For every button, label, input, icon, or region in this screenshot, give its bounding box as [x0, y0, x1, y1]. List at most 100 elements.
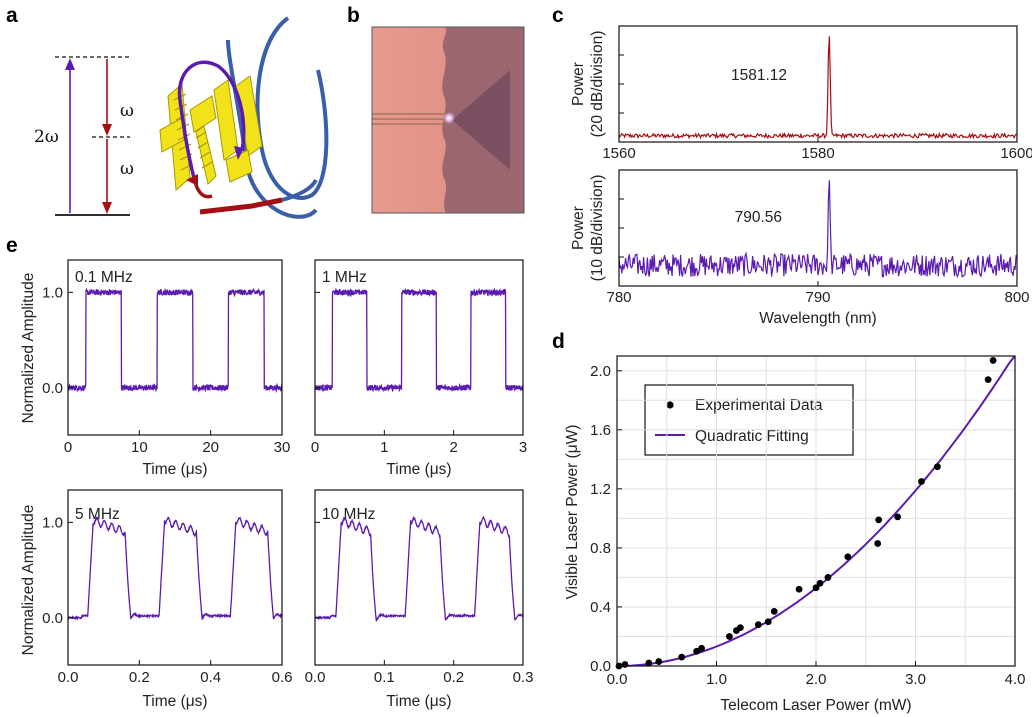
e4-xlabel: Time (μs): [386, 693, 451, 710]
panel-label-c: c: [552, 4, 564, 27]
e4-xtick-label: 0.1: [374, 669, 395, 686]
d-data-point: [989, 357, 997, 364]
d-data-point: [655, 658, 663, 665]
waveguide-blue-outer: [255, 16, 329, 200]
e4-frame: [314, 489, 524, 666]
d-data-point: [875, 516, 883, 524]
e3-trace: [67, 516, 283, 621]
emission-arrowhead-upper: [102, 124, 112, 136]
e3-ytick-label: 0.0: [42, 610, 63, 627]
d-legend-marker: [666, 401, 674, 409]
chip-shadow-triangle: [452, 70, 510, 170]
modulation-0p1mhz: 0.1 MHz Time (μs) Normalized Amplitude 0…: [20, 259, 290, 478]
c-bottom-ylabel-line2: (10 dB/division): [589, 175, 606, 282]
e2-frame: [314, 259, 524, 436]
d-data-point: [812, 584, 820, 592]
panel-label-a: a: [6, 4, 18, 27]
d-xlabel: Telecom Laser Power (mW): [720, 697, 911, 714]
d-data-point: [726, 633, 733, 640]
power-scaling-plot: Telecom Laser Power (mW) Visible Laser P…: [564, 355, 1026, 714]
emission-arrowhead-lower: [102, 202, 112, 214]
d-xtick-label: 1.0: [706, 671, 727, 688]
d-data-point: [918, 478, 925, 485]
spectrum-telecom: Power (20 dB/division) 1581.12 1560 1580 1…: [570, 25, 1032, 162]
c_top-frame: [618, 25, 1018, 143]
e2-xtick-label: 0: [311, 439, 319, 456]
e4-xtick-label: 0.0: [305, 669, 326, 686]
c_bottom-xtick-label: 780: [606, 289, 631, 306]
label-omega-upper: ω: [120, 101, 134, 121]
d-ytick-label: 1.6: [590, 422, 611, 439]
d-data-point: [984, 376, 992, 384]
e1-frame: [67, 259, 283, 436]
e3-xtick-label: 0.0: [58, 669, 79, 686]
laser-spot-icon: [443, 112, 455, 124]
label-2omega: 2ω: [34, 127, 59, 147]
electrode-right: [213, 75, 263, 183]
d-ytick-label: 0.8: [590, 540, 611, 557]
e3-freq-label: 5 MHz: [75, 506, 120, 523]
ring-arrow-left: [186, 174, 198, 186]
modulation-5mhz: 5 MHz Time (μs) Normalized Amplitude 0.0…: [20, 489, 293, 710]
e3-xtick-label: 0.2: [129, 669, 150, 686]
e3-xtick-label: 0.4: [200, 669, 221, 686]
device-illustration: [159, 16, 329, 219]
d-legend-box: [644, 384, 854, 456]
c-bottom-peak-label: 790.56: [735, 209, 782, 226]
e3-frame: [67, 489, 283, 666]
panel-label-d: d: [552, 330, 565, 353]
e2-xtick-label: 1: [380, 439, 388, 456]
panel-label-b: b: [347, 4, 360, 27]
electrode-left: [159, 82, 217, 192]
d-data-point: [795, 585, 803, 593]
c_top-xtick-label: 1600: [1000, 145, 1032, 162]
d-xtick-label: 4.0: [1005, 671, 1026, 688]
d-data-point: [770, 607, 778, 615]
d-xtick-label: 2.0: [806, 671, 827, 688]
e1-ytick-label: 1.0: [42, 284, 63, 301]
d-data-point: [764, 618, 772, 626]
ring-arrow-down: [234, 146, 244, 160]
e1-xtick-label: 10: [131, 439, 148, 456]
d-ytick-label: 2.0: [590, 363, 611, 380]
e2-xlabel: Time (μs): [386, 461, 451, 478]
e2-xtick-label: 2: [449, 439, 457, 456]
d-data-point: [874, 540, 882, 547]
c_top-xtick-label: 1560: [602, 145, 635, 162]
e4-trace: [314, 515, 524, 622]
c-top-ylabel-line2: (20 dB/division): [589, 31, 606, 138]
e1-trace: [67, 287, 283, 394]
panel-label-e: e: [6, 234, 18, 257]
e4-freq-label: 10 MHz: [322, 506, 375, 523]
c_top-trace: [618, 36, 1018, 140]
c-top-ylabel-line1: Power: [570, 62, 587, 106]
e1-xtick-label: 20: [202, 439, 219, 456]
e1-ylabel: Normalized Amplitude: [20, 273, 37, 424]
d-data-point: [894, 513, 901, 521]
micrograph-frame: [371, 26, 525, 214]
e3-ylabel: Normalized Amplitude: [20, 505, 37, 656]
waveguide-red-input: [199, 197, 283, 215]
d-ylabel: Visible Laser Power (μW): [564, 425, 581, 600]
d-legend: Experimental Data Quadratic Fitting: [644, 384, 854, 456]
e4-xtick-label: 0.2: [443, 669, 464, 686]
d-data-point: [933, 463, 941, 471]
c_bottom-xtick-label: 790: [805, 289, 830, 306]
e1-xtick-label: 0: [64, 439, 72, 456]
pump-arrowhead: [65, 58, 75, 70]
d-ytick-label: 0.4: [590, 599, 611, 616]
ring-resonator-red-segment: [194, 184, 213, 199]
d-data-point: [844, 553, 852, 561]
waveguide-blue-bend: [281, 178, 318, 202]
chip-micrograph: [371, 26, 525, 214]
d-data-point: [816, 579, 824, 587]
e3-xtick-label: 0.6: [272, 669, 293, 686]
modulation-1mhz: 1 MHz Time (μs) 0 1 2 3: [311, 259, 527, 478]
e3-ytick-label: 1.0: [42, 514, 63, 531]
d-xtick-label: 3.0: [905, 671, 926, 688]
energy-level-diagram: 2ω ω ω: [34, 56, 134, 216]
d-data-point: [824, 574, 832, 581]
d-ytick-label: 1.2: [590, 481, 611, 498]
d-ytick-label: 0.0: [590, 658, 611, 675]
